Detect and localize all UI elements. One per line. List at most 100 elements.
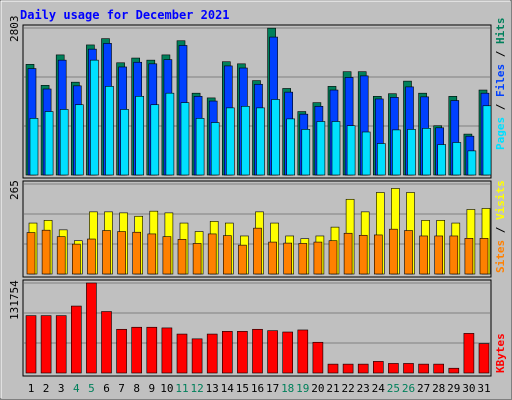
legend-top: Pages / Files / Hits bbox=[494, 18, 507, 151]
legend-files: Files bbox=[494, 64, 507, 97]
day-label: 2 bbox=[43, 382, 50, 395]
legend-sep-1: / bbox=[494, 97, 507, 117]
day-label: 5 bbox=[88, 382, 95, 395]
kbytes-bar bbox=[146, 326, 158, 374]
kbytes-bar bbox=[327, 363, 339, 374]
sites-bar bbox=[162, 236, 172, 275]
pages-bar bbox=[75, 104, 84, 176]
sites-bar bbox=[358, 234, 368, 275]
pages-bar bbox=[346, 125, 356, 176]
sites-bar bbox=[389, 228, 398, 275]
day-label: 9 bbox=[148, 382, 155, 395]
pages-bar bbox=[316, 121, 326, 176]
day-label: 24 bbox=[372, 382, 386, 395]
day-label: 29 bbox=[447, 382, 460, 395]
day-label: 13 bbox=[206, 382, 219, 395]
day-label: 19 bbox=[296, 382, 309, 395]
legend-hits: Hits bbox=[494, 18, 507, 45]
bot-legend: KBytes bbox=[494, 333, 507, 373]
legend-pages: Pages bbox=[494, 117, 507, 150]
pages-bar bbox=[210, 122, 220, 176]
pages-bar bbox=[135, 96, 144, 176]
sites-bar bbox=[132, 231, 141, 275]
mid-legend: Sites / Visits bbox=[494, 180, 507, 273]
pages-bar bbox=[452, 142, 462, 176]
kbytes-bar bbox=[55, 315, 67, 374]
pages-bar bbox=[29, 118, 39, 176]
kbytes-bar bbox=[418, 363, 429, 374]
kbytes-bar bbox=[25, 315, 37, 374]
sites-bar bbox=[238, 244, 247, 275]
sites-bar bbox=[328, 240, 338, 275]
pages-bar bbox=[482, 105, 492, 176]
hits-files-pages-panel: 2803 Pages / Files / Hits bbox=[8, 16, 507, 179]
kbytes-bar bbox=[191, 338, 203, 374]
day-label: 16 bbox=[251, 382, 264, 395]
kbytes-bar bbox=[161, 327, 173, 374]
pages-bar bbox=[195, 118, 205, 176]
x-axis-day-labels: 1 2 3 4 5 6 7 8 9 10 11 12 13 14 15 16 17 18 19 20 21 22 23 24 2… bbox=[28, 382, 491, 395]
top-bars bbox=[25, 27, 492, 176]
kbytes-bar bbox=[116, 328, 127, 374]
kbytes-bar bbox=[463, 333, 475, 374]
day-label: 17 bbox=[266, 382, 279, 395]
day-label: 10 bbox=[160, 382, 173, 395]
kbytes-bar bbox=[478, 343, 490, 374]
mid-bars bbox=[26, 188, 491, 275]
sites-bar bbox=[102, 230, 111, 275]
pages-bar bbox=[437, 144, 447, 176]
sites-bar bbox=[223, 235, 232, 275]
sites-bar bbox=[313, 241, 323, 275]
pages-bar bbox=[422, 128, 431, 176]
sites-bar bbox=[117, 231, 126, 275]
kbytes-bar bbox=[403, 363, 414, 374]
pages-bar bbox=[59, 109, 69, 176]
pages-bar bbox=[301, 129, 311, 176]
top-ymax-label: 2803 bbox=[8, 16, 21, 43]
sites-bar bbox=[449, 235, 459, 275]
pages-bar bbox=[467, 150, 477, 176]
sites-bar bbox=[404, 230, 413, 275]
chart-title: Daily usage for December 2021 bbox=[20, 8, 230, 22]
pages-bar bbox=[241, 105, 250, 176]
kbytes-bar bbox=[357, 363, 369, 374]
kbytes-bar bbox=[267, 330, 278, 374]
kbytes-bar bbox=[237, 331, 248, 374]
top-legend: Pages / Files / Hits bbox=[494, 18, 507, 151]
pages-bar bbox=[180, 102, 190, 176]
day-label: 21 bbox=[326, 382, 339, 395]
legend-sites: Sites bbox=[494, 240, 507, 273]
pages-bar bbox=[226, 107, 235, 176]
sites-bar bbox=[464, 238, 474, 275]
day-label: 18 bbox=[281, 382, 294, 395]
sites-bar bbox=[56, 236, 66, 275]
sites-bar bbox=[207, 233, 217, 275]
kbytes-bar bbox=[433, 363, 445, 374]
day-label: 23 bbox=[357, 382, 370, 395]
sites-bar bbox=[147, 233, 157, 275]
sites-bar bbox=[87, 238, 96, 275]
sites-bar bbox=[192, 243, 202, 275]
sites-bar bbox=[479, 238, 489, 275]
day-label: 20 bbox=[311, 382, 324, 395]
day-label: 7 bbox=[118, 382, 125, 395]
pages-bar bbox=[407, 129, 416, 176]
kbytes-bar bbox=[86, 282, 97, 374]
day-label: 6 bbox=[103, 382, 110, 395]
day-label: 22 bbox=[341, 382, 354, 395]
sites-bar bbox=[26, 232, 36, 275]
sites-bar bbox=[177, 239, 187, 275]
kbytes-bar bbox=[448, 367, 460, 374]
pages-bar bbox=[105, 86, 114, 176]
sites-bar bbox=[298, 243, 308, 275]
kbytes-bar bbox=[297, 329, 309, 374]
pages-bar bbox=[286, 118, 296, 176]
day-label: 8 bbox=[133, 382, 140, 395]
day-label: 3 bbox=[58, 382, 65, 395]
day-label: 1 bbox=[28, 382, 35, 395]
day-label: 15 bbox=[236, 382, 249, 395]
legend-sep-2: / bbox=[494, 44, 507, 64]
kbytes-bar bbox=[372, 361, 384, 374]
pages-bar bbox=[376, 143, 386, 176]
